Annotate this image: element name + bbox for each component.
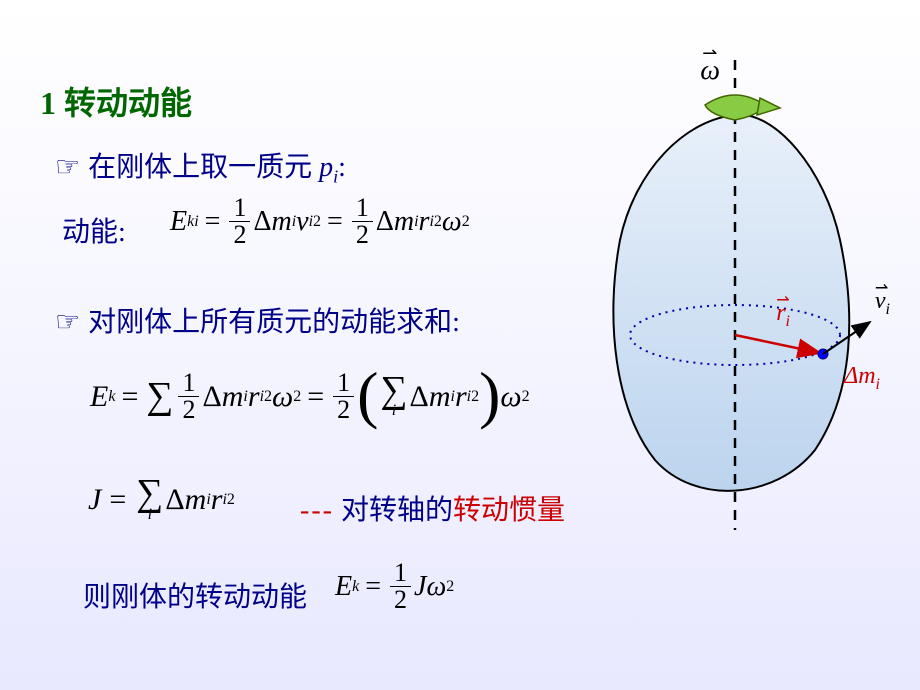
r-label: ⇀ri (776, 300, 790, 331)
equation-j: J = ∑i Δmiri2 (88, 480, 235, 520)
equation-ek-sum: Ek = ∑ 12 Δmiri2ω2 = 12 ( ∑i Δmiri2 ) ω2 (90, 370, 530, 423)
result-label: 则刚体的转动动能 (83, 575, 307, 615)
rigid-body-diagram (595, 60, 895, 530)
dm-label: Δmi (844, 363, 880, 394)
pointer-icon: ☞ (55, 151, 80, 182)
equation-ek-result: Ek = 12 Jω2 (335, 560, 454, 613)
v-label: ⇀vi (875, 288, 890, 319)
rotation-arrow-icon (705, 95, 780, 120)
colon: : (338, 152, 346, 183)
line-element: ☞ 在刚体上取一质元 pi: (55, 145, 346, 188)
var: pi (319, 152, 338, 183)
rigid-body (613, 115, 849, 491)
omega-label: ⇀ω (700, 55, 720, 87)
text: 对刚体上所有质元的动能求和: (88, 307, 460, 338)
section-title: 1 转动动能 (40, 78, 192, 124)
moment-of-inertia-label: --- 对转轴的转动惯量 (300, 488, 565, 528)
line-sum: ☞ 对刚体上所有质元的动能求和: (55, 300, 460, 340)
pointer-icon: ☞ (55, 306, 80, 337)
equation-eki: Eki = 12 Δmivi2 = 12 Δmiri2ω2 (170, 195, 470, 248)
text: 在刚体上取一质元 (88, 152, 312, 183)
ke-label: 动能: (62, 210, 126, 250)
